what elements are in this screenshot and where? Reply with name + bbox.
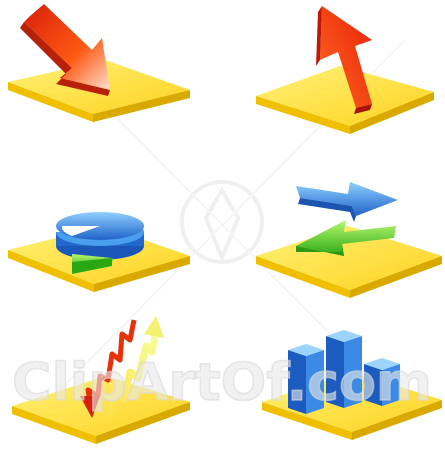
tile-exchange-arrows (256, 182, 442, 298)
watermark-text: ClipArtOf.com (12, 353, 432, 413)
bar (364, 358, 400, 406)
bar (288, 344, 324, 414)
yellow-trend-line (104, 329, 160, 419)
pie-slice (72, 254, 113, 274)
red-trend-line (85, 319, 137, 413)
rising-line-chart-icon (80, 316, 164, 419)
exchange-arrows-icon (296, 182, 398, 256)
tile-bar-chart (262, 330, 442, 440)
bar-chart-icon (288, 330, 400, 414)
platform (256, 66, 434, 134)
tile-arrow-up (256, 6, 434, 134)
tile-pie-chart (8, 212, 190, 292)
pie-chart-icon (56, 212, 144, 274)
platform (12, 376, 190, 444)
bar (326, 330, 362, 408)
blue-arrow-right (296, 182, 398, 222)
down-right-arrow-icon (20, 4, 110, 96)
green-arrow-left (296, 220, 396, 256)
tile-line-chart (12, 316, 190, 444)
up-arrow-icon (316, 6, 372, 114)
tile-arrow-down (8, 4, 190, 122)
platform (256, 226, 442, 298)
